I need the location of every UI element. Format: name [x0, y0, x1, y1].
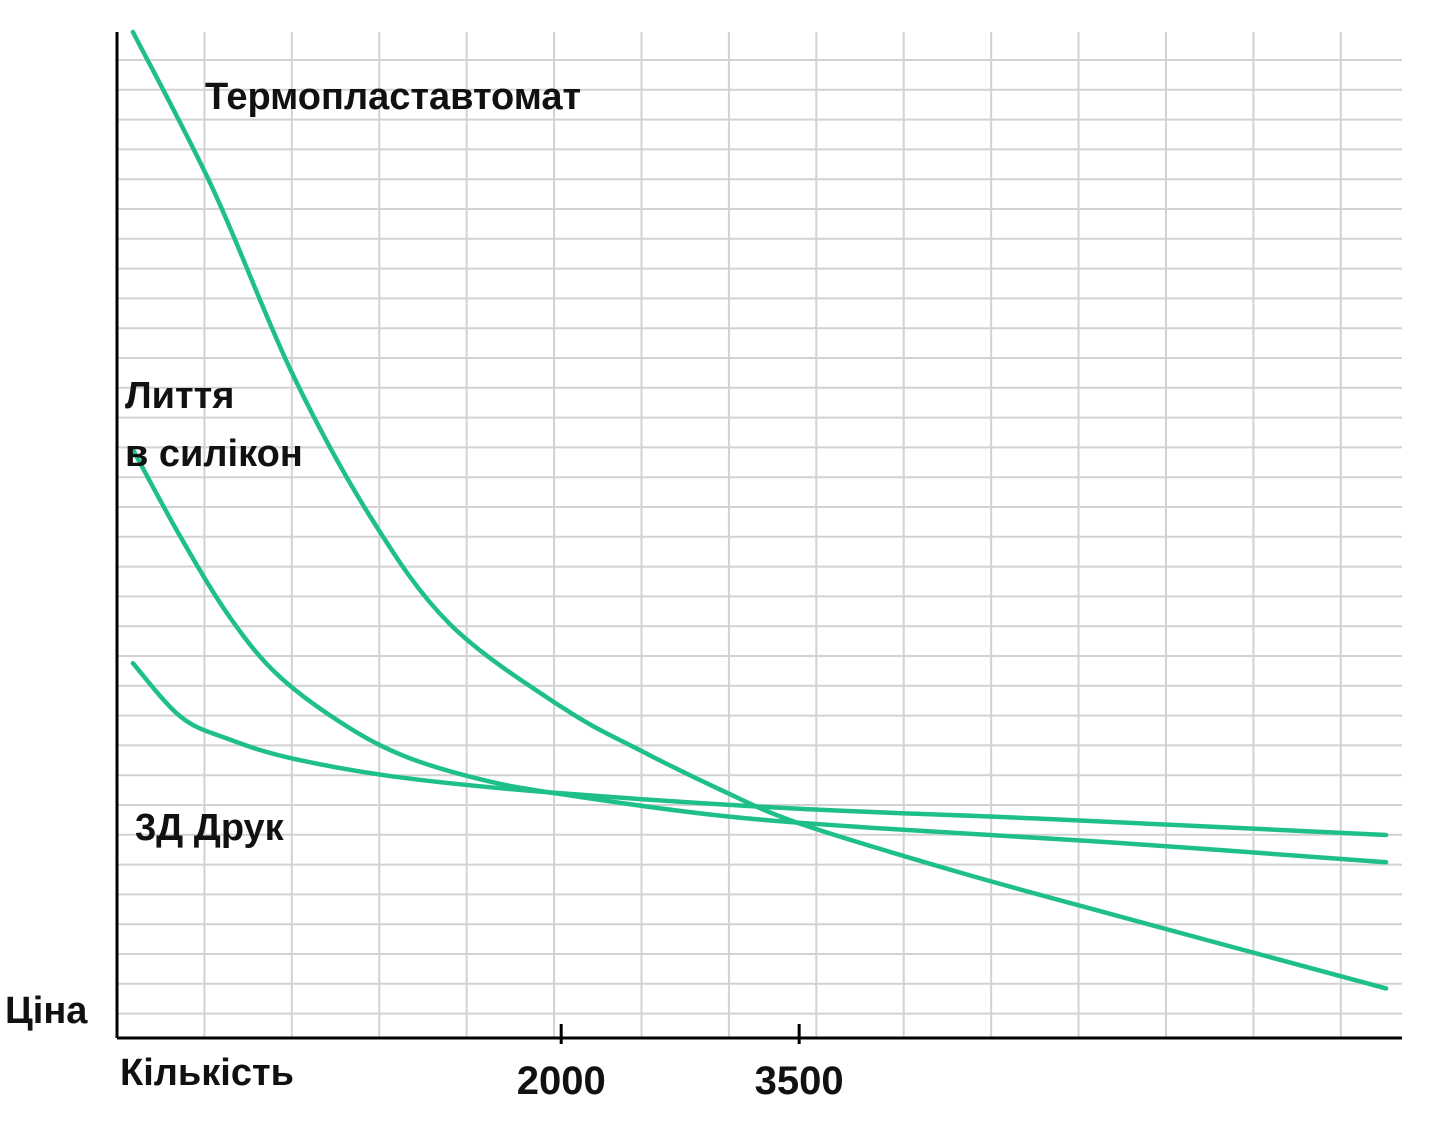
series-label-silicone-line-1: Лиття [125, 375, 234, 417]
series-label-3d-print: 3Д Друк [135, 807, 285, 849]
series-line-injection [130, 29, 1389, 991]
grid-vertical-lines [203, 32, 1342, 1038]
x-tick-label: 2000 [517, 1059, 606, 1103]
grid-horizontal-lines [117, 59, 1402, 1015]
series-line-3d-print [130, 660, 1389, 838]
y-axis-label: Ціна [5, 990, 88, 1032]
series-label-silicone-line-2: в силікон [125, 433, 303, 475]
series-label-injection: Термопластавтомат [205, 76, 581, 118]
x-ticks: 2000 3500 [517, 1024, 844, 1103]
series-group [130, 29, 1389, 991]
x-tick-label: 3500 [755, 1059, 844, 1103]
series-line-silicone [130, 447, 1389, 865]
x-axis-label: Кількість [120, 1052, 294, 1094]
